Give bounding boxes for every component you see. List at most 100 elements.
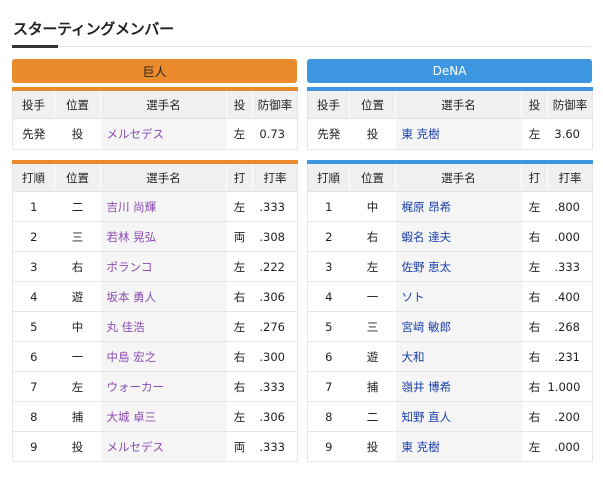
header-cell: 投: [226, 89, 253, 119]
header-cell: 選手名: [100, 89, 227, 119]
player-position: 左: [349, 251, 396, 282]
player-position: 投: [349, 431, 396, 462]
player-link[interactable]: 蝦名 達夫: [401, 229, 452, 244]
table-row: 5 三宮﨑 敏郎 右 .268: [307, 311, 593, 342]
player-link[interactable]: 坂本 勇人: [106, 289, 157, 304]
player-name-cell[interactable]: 坂本 勇人: [100, 281, 227, 312]
batting-order: 5: [12, 311, 55, 342]
batting-average: .231: [547, 341, 593, 372]
batting-average: .308: [252, 221, 298, 252]
player-position: 中: [54, 311, 101, 342]
player-link[interactable]: 東 克樹: [401, 439, 440, 454]
player-name-cell[interactable]: 佐野 恵太: [395, 251, 522, 282]
table-row: 8 二知野 直人 右 .200: [307, 401, 593, 432]
player-name-cell[interactable]: 東 克樹: [395, 431, 522, 462]
batting-average: .000: [547, 221, 593, 252]
header-cell: 打順: [307, 162, 350, 192]
table-row: 7 捕嶺井 博希 右 1.000: [307, 371, 593, 402]
player-link[interactable]: 吉川 尚輝: [106, 199, 157, 214]
player-name-cell[interactable]: 吉川 尚輝: [100, 191, 227, 222]
page-title: スターティングメンバー: [13, 20, 174, 38]
player-name-cell[interactable]: 嶺井 博希: [395, 371, 522, 402]
player-name-cell[interactable]: 蝦名 達夫: [395, 221, 522, 252]
header-cell: 防御率: [547, 89, 593, 119]
batting-order: 7: [307, 371, 350, 402]
batting-hand: 右: [521, 371, 548, 402]
batting-order: 9: [307, 431, 350, 462]
player-link[interactable]: ポランコ: [106, 259, 153, 274]
pitcher-table-giants: 投手 位置 選手名 投 防御率 先発 投 メルセデス 左 0.73: [12, 87, 298, 150]
batting-order: 6: [12, 341, 55, 372]
player-name-cell[interactable]: メルセデス: [100, 431, 227, 462]
player-name-cell[interactable]: 宮﨑 敏郎: [395, 311, 522, 342]
batting-average: .222: [252, 251, 298, 282]
batting-order: 4: [12, 281, 55, 312]
header-cell: 打率: [252, 162, 298, 192]
table-row: 2 三若林 晃弘 両 .308: [12, 221, 298, 252]
batting-average: .200: [547, 401, 593, 432]
player-name-cell[interactable]: 丸 佳浩: [100, 311, 227, 342]
player-link[interactable]: 知野 直人: [401, 409, 452, 424]
header-cell: 位置: [349, 162, 396, 192]
player-link[interactable]: ソト: [401, 289, 425, 304]
player-link[interactable]: ウォーカー: [106, 379, 165, 394]
pitcher-position: 投: [349, 118, 396, 150]
header-cell: 選手名: [100, 162, 227, 192]
player-name-cell[interactable]: ポランコ: [100, 251, 227, 282]
player-position: 投: [54, 431, 101, 462]
title-divider: [58, 46, 591, 47]
header-cell: 打: [226, 162, 253, 192]
player-link[interactable]: 若林 晃弘: [106, 229, 157, 244]
player-position: 二: [54, 191, 101, 222]
batting-hand: 右: [226, 341, 253, 372]
pitcher-role: 先発: [12, 118, 55, 150]
player-name-cell[interactable]: 知野 直人: [395, 401, 522, 432]
pitcher-hand: 左: [521, 118, 548, 150]
header-cell: 打: [521, 162, 548, 192]
batting-order: 6: [307, 341, 350, 372]
batting-hand: 両: [226, 221, 253, 252]
batting-average: .333: [252, 431, 298, 462]
player-name-cell[interactable]: 中島 宏之: [100, 341, 227, 372]
player-link[interactable]: 東 克樹: [401, 127, 440, 141]
player-link[interactable]: メルセデス: [106, 439, 165, 454]
header-cell: 投: [521, 89, 548, 119]
player-name-cell[interactable]: 大和: [395, 341, 522, 372]
batting-order: 1: [12, 191, 55, 222]
lineup-table-dena: 打順 位置 選手名 打 打率 1 中梶原 昂希左 .800 2 右蝦名 達夫右 .000 3…: [307, 160, 593, 462]
player-link[interactable]: 丸 佳浩: [106, 319, 145, 334]
lineup-header-row: 打順 位置 選手名 打 打率: [307, 162, 593, 192]
pitcher-name-link[interactable]: 東 克樹: [395, 118, 522, 150]
table-row: 3 右ポランコ 左 .222: [12, 251, 298, 282]
table-row: 7 左ウォーカー 右 .333: [12, 371, 298, 402]
batting-hand: 左: [226, 191, 253, 222]
pitcher-header-row: 投手 位置 選手名 投 防御率: [307, 89, 593, 119]
player-link[interactable]: 大城 卓三: [106, 409, 157, 424]
player-link[interactable]: 梶原 昂希: [401, 199, 452, 214]
batting-hand: 右: [226, 281, 253, 312]
player-link[interactable]: 中島 宏之: [106, 349, 157, 364]
player-link[interactable]: 嶺井 博希: [401, 379, 452, 394]
player-name-cell[interactable]: ウォーカー: [100, 371, 227, 402]
player-position: 遊: [349, 341, 396, 372]
table-row: 先発 投 東 克樹 左 3.60: [307, 118, 593, 150]
pitcher-table-dena: 投手 位置 選手名 投 防御率 先発 投 東 克樹 左 3.60: [307, 87, 593, 150]
player-link[interactable]: 大和: [401, 349, 425, 364]
player-position: 捕: [54, 401, 101, 432]
header-cell: 位置: [54, 89, 101, 119]
batting-order: 7: [12, 371, 55, 402]
batting-order: 4: [307, 281, 350, 312]
player-position: 中: [349, 191, 396, 222]
player-link[interactable]: 宮﨑 敏郎: [401, 319, 452, 334]
player-name-cell[interactable]: 大城 卓三: [100, 401, 227, 432]
player-name-cell[interactable]: 若林 晃弘: [100, 221, 227, 252]
player-link[interactable]: メルセデス: [106, 127, 165, 141]
team-header-giants: 巨人: [12, 59, 297, 83]
player-name-cell[interactable]: 梶原 昂希: [395, 191, 522, 222]
header-cell: 投手: [307, 89, 350, 119]
pitcher-name-link[interactable]: メルセデス: [100, 118, 227, 150]
player-position: 右: [54, 251, 101, 282]
batting-order: 3: [12, 251, 55, 282]
player-link[interactable]: 佐野 恵太: [401, 259, 452, 274]
player-name-cell[interactable]: ソト: [395, 281, 522, 312]
